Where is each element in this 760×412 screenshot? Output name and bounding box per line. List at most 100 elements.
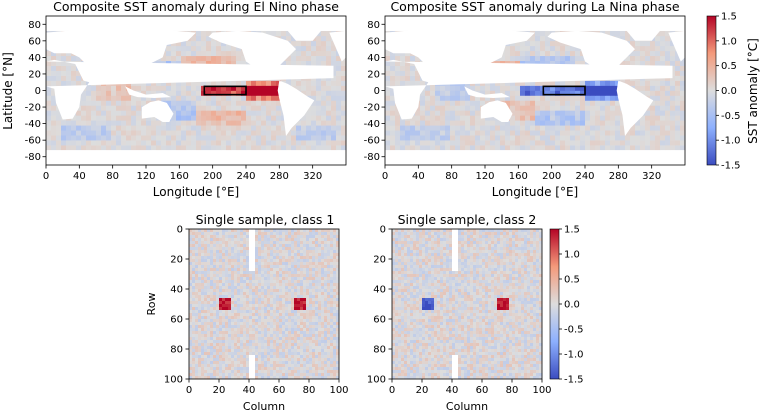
pixel-cell	[234, 229, 238, 233]
sst-cell	[510, 115, 516, 121]
pixel-cell	[297, 229, 301, 233]
sst-cell	[450, 90, 456, 96]
pixel-cell	[321, 229, 325, 233]
pixel-cell	[222, 313, 226, 317]
pixel-cell	[228, 286, 232, 290]
pixel-cell	[204, 286, 208, 290]
pixel-cell	[201, 331, 205, 335]
sst-cell	[665, 80, 671, 86]
x-tick-label: 40	[73, 171, 86, 182]
sst-cell	[311, 120, 317, 126]
pixel-cell	[303, 265, 307, 269]
sst-cell	[211, 130, 217, 136]
pixel-cell	[270, 250, 274, 254]
sst-cell	[246, 140, 252, 146]
pixel-cell	[267, 256, 271, 260]
sst-cell	[136, 125, 142, 131]
sst-cell	[680, 80, 686, 86]
pixel-cell	[216, 328, 220, 332]
sst-cell	[510, 140, 516, 146]
pixel-cell	[219, 289, 223, 293]
sst-cell	[665, 140, 671, 146]
sst-cell	[261, 115, 267, 121]
sst-cell	[171, 80, 177, 86]
sst-cell	[106, 105, 112, 111]
sst-cell	[395, 115, 401, 121]
sst-cell	[520, 95, 526, 101]
pixel-cell	[201, 256, 205, 260]
pixel-cell	[195, 271, 199, 275]
pixel-cell	[249, 286, 253, 290]
sst-cell	[585, 95, 591, 101]
sst-cell	[281, 125, 287, 131]
sst-cell	[226, 60, 232, 66]
sst-cell	[86, 140, 92, 146]
pixel-cell	[246, 289, 250, 293]
sst-cell	[540, 80, 546, 86]
sst-cell	[61, 140, 67, 146]
pixel-cell	[237, 232, 241, 236]
pixel-cell	[252, 346, 256, 350]
pixel-cell	[231, 268, 235, 272]
pixel-cell	[282, 307, 286, 311]
sst-cell	[630, 60, 636, 66]
sst-cell	[336, 85, 342, 91]
sst-cell	[231, 110, 237, 116]
sst-cell	[620, 60, 626, 66]
pixel-cell	[294, 346, 298, 350]
sst-cell	[156, 95, 162, 101]
sst-cell	[390, 50, 396, 57]
pixel-cell	[237, 235, 241, 239]
sst-cell	[470, 85, 476, 91]
sst-cell	[206, 120, 212, 126]
pixel-cell	[333, 265, 337, 269]
pixel-cell	[222, 307, 226, 311]
pixel-cell	[249, 241, 253, 245]
pixel-cell	[282, 325, 286, 329]
pixel-cell	[270, 331, 274, 335]
sst-cell	[550, 55, 556, 61]
pixel-cell	[201, 283, 205, 287]
pixel-cell	[330, 325, 334, 329]
pixel-cell	[282, 235, 286, 239]
pixel-cell	[228, 322, 232, 326]
pixel-cell	[231, 265, 235, 269]
pixel-cell	[294, 319, 298, 323]
pixel-cell	[300, 256, 304, 260]
pixel-cell	[231, 310, 235, 314]
sst-cell	[430, 140, 436, 146]
pixel-cell	[231, 274, 235, 278]
pixel-cell	[255, 262, 259, 266]
pixel-cell	[237, 343, 241, 347]
sst-cell	[166, 55, 172, 61]
pixel-cell	[243, 322, 247, 326]
sst-cell	[530, 90, 536, 96]
sst-cell	[425, 135, 431, 141]
pixel-cell	[294, 295, 298, 299]
pixel-cell	[309, 268, 313, 272]
sst-cell	[221, 60, 227, 66]
sst-cell	[186, 105, 192, 111]
pixel-cell	[252, 229, 256, 233]
pixel-cell	[252, 343, 256, 347]
sst-cell	[400, 145, 406, 151]
sst-cell	[136, 130, 142, 136]
pixel-cell	[330, 262, 334, 266]
pixel-cell	[267, 298, 271, 302]
sst-cell	[161, 95, 167, 101]
sst-cell	[645, 135, 651, 141]
sst-cell	[565, 55, 571, 61]
pixel-cell	[270, 259, 274, 263]
pixel-cell	[231, 238, 235, 242]
pixel-cell	[207, 271, 211, 275]
pixel-cell	[261, 346, 265, 350]
pixel-cell	[222, 304, 226, 308]
sst-cell	[385, 120, 391, 126]
pixel-cell	[300, 307, 304, 311]
sst-cell	[570, 80, 576, 86]
pixel-cell	[234, 301, 238, 305]
pixel-cell	[225, 250, 229, 254]
pixel-cell	[246, 298, 250, 302]
sst-cell	[525, 55, 531, 61]
